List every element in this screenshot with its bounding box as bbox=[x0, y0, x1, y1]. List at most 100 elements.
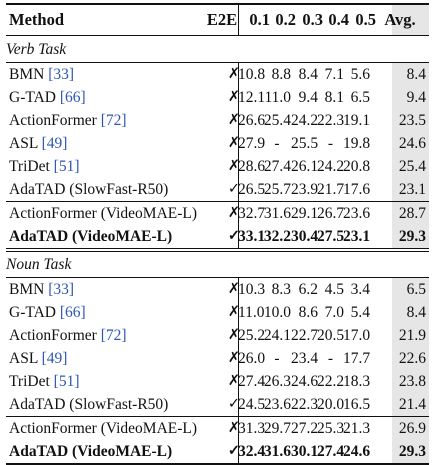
table-row: TriDet [51] ✗ 28.6 27.4 26.1 24.2 20.8 25.4 bbox=[6, 155, 429, 178]
avg-value-text: 21.4 bbox=[398, 396, 426, 413]
method-cell: TriDet [51] bbox=[9, 155, 79, 178]
map-value-4: 8.1 bbox=[324, 89, 344, 106]
avg-column-shade bbox=[392, 324, 429, 347]
table-row: BMN [33] ✗ 10.3 8.3 6.2 4.5 3.4 6.5 bbox=[6, 278, 429, 301]
map-value-4: 27.4 bbox=[317, 443, 345, 460]
map-value-2: 8.8 bbox=[271, 66, 291, 83]
map-value-5: 5.4 bbox=[350, 304, 370, 321]
map-value-2: 24.1 bbox=[263, 327, 291, 344]
avg-column-shade bbox=[392, 63, 429, 86]
method-name: AdaTAD (VideoMAE-L) bbox=[9, 443, 173, 460]
e2e-mark: ✗ bbox=[227, 205, 241, 221]
map-value-1: 26.5 bbox=[238, 181, 266, 198]
map-value-2: - bbox=[274, 350, 280, 367]
rule-line bbox=[6, 463, 429, 465]
map-value-4: 22.3 bbox=[317, 112, 345, 129]
map-value-2: 29.7 bbox=[263, 420, 291, 437]
method-cell: ActionFormer [72] bbox=[9, 109, 127, 132]
map-value-5: 17.0 bbox=[343, 327, 371, 344]
map-value-5: 23.1 bbox=[343, 228, 371, 245]
method-name: AdaTAD (SlowFast-R50) bbox=[9, 396, 169, 413]
e2e-mark: ✗ bbox=[227, 66, 241, 82]
map-value-4: 24.2 bbox=[317, 158, 345, 175]
avg-value-text: 29.3 bbox=[398, 228, 426, 245]
map-value-3: 22.7 bbox=[291, 327, 319, 344]
rule-line bbox=[6, 277, 429, 278]
map-value-5: 23.6 bbox=[343, 205, 371, 222]
table-row: AdaTAD (VideoMAE-L) ✓ 32.4 31.6 30.1 27.4 24.6… bbox=[6, 440, 429, 463]
avg-column-shade bbox=[392, 178, 429, 201]
avg-value-text: 28.7 bbox=[398, 205, 426, 222]
map-value-4: - bbox=[327, 350, 334, 367]
avg-column-shade bbox=[392, 278, 429, 301]
map-value-3: 30.1 bbox=[291, 443, 319, 460]
citation-link: [51] bbox=[53, 373, 80, 390]
map-value-3: 24.2 bbox=[291, 112, 319, 129]
method-cell: AdaTAD (SlowFast-R50) bbox=[9, 393, 168, 416]
table-row: G-TAD [66] ✗ 12.1 11.0 9.4 8.1 6.5 9.4 bbox=[6, 86, 429, 109]
method-name: G-TAD bbox=[9, 304, 56, 321]
map-value-3: 22.3 bbox=[291, 396, 319, 413]
e2e-mark: ✓ bbox=[227, 228, 241, 244]
table-row: AdaTAD (SlowFast-R50) ✓ 24.5 23.6 22.3 20.0 16… bbox=[6, 393, 429, 416]
map-value-1: 26.6 bbox=[238, 112, 266, 129]
e2e-mark: ✗ bbox=[227, 373, 241, 389]
citation-link: [33] bbox=[48, 281, 75, 298]
avg-value-text: 23.8 bbox=[398, 373, 426, 390]
method-cell: ASL [49] bbox=[9, 132, 67, 155]
method-name: AdaTAD (SlowFast-R50) bbox=[9, 181, 169, 198]
map-value-1: 25.2 bbox=[238, 327, 266, 344]
avg-value-text: 21.9 bbox=[398, 327, 426, 344]
map-value-2: 10.0 bbox=[263, 304, 291, 321]
table-row: AdaTAD (VideoMAE-L) ✓ 33.1 32.2 30.4 27.5 23.1… bbox=[6, 225, 429, 248]
header-iou-4: 0.4 bbox=[328, 10, 349, 29]
method-cell: ASL [49] bbox=[9, 347, 67, 370]
method-cell: G-TAD [66] bbox=[9, 301, 86, 324]
header-avg-label: Avg. bbox=[384, 10, 416, 29]
avg-value-text: 25.4 bbox=[398, 158, 426, 175]
map-value-1: 27.9 bbox=[238, 135, 266, 152]
map-value-5: 24.6 bbox=[343, 443, 371, 460]
rule-line bbox=[6, 201, 429, 202]
map-value-4: 21.7 bbox=[317, 181, 345, 198]
avg-column-shade bbox=[392, 155, 429, 178]
table-row: ASL [49] ✗ 27.9-25.5-19.8 24.6 bbox=[6, 132, 429, 155]
e2e-mark: ✗ bbox=[227, 304, 241, 320]
map-value-3: 23.4 bbox=[291, 350, 319, 367]
map-value-2: 25.4 bbox=[263, 112, 291, 129]
header-iou-1: 0.1 bbox=[249, 10, 270, 29]
map-value-3: 26.1 bbox=[291, 158, 319, 175]
e2e-mark: ✗ bbox=[227, 327, 241, 343]
map-value-2: 23.6 bbox=[263, 396, 291, 413]
method-name: ActionFormer bbox=[9, 327, 97, 344]
map-value-4: 25.3 bbox=[317, 420, 345, 437]
method-name: ActionFormer bbox=[9, 112, 97, 129]
header-iou-5: 0.5 bbox=[355, 10, 376, 29]
e2e-mark: ✓ bbox=[227, 181, 241, 197]
table-row: BMN [33] ✗ 10.8 8.8 8.4 7.1 5.6 8.4 bbox=[6, 63, 429, 86]
rule-line bbox=[6, 62, 429, 63]
map-value-1: 32.7 bbox=[238, 205, 266, 222]
table-row: AdaTAD (SlowFast-R50) ✓ 26.5 25.7 23.9 21.7 17… bbox=[6, 178, 429, 201]
map-value-1: 31.3 bbox=[238, 420, 266, 437]
method-name: ActionFormer (VideoMAE-L) bbox=[9, 420, 198, 437]
avg-value-text: 8.4 bbox=[406, 304, 426, 321]
header-e2e: E2E bbox=[206, 10, 238, 29]
avg-value-text: 23.5 bbox=[398, 112, 426, 129]
method-name: ASL bbox=[9, 135, 38, 152]
map-value-4: 26.7 bbox=[317, 205, 345, 222]
map-value-5: 19.8 bbox=[343, 135, 371, 152]
section-title: Noun Task bbox=[6, 256, 72, 273]
map-value-1: 28.6 bbox=[238, 158, 266, 175]
method-cell: G-TAD [66] bbox=[9, 86, 86, 109]
map-value-5: 5.6 bbox=[350, 66, 370, 83]
map-value-4: 20.0 bbox=[317, 396, 345, 413]
citation-link: [51] bbox=[53, 158, 80, 175]
table-row: ActionFormer (VideoMAE-L) ✗ 31.3 29.7 27.2 25… bbox=[6, 417, 429, 440]
citation-link: [49] bbox=[41, 135, 68, 152]
avg-value-text: 8.4 bbox=[406, 66, 426, 83]
method-name: ASL bbox=[9, 350, 38, 367]
e2e-mark: ✗ bbox=[227, 89, 241, 105]
table-row: G-TAD [66] ✗ 11.0 10.0 8.6 7.0 5.4 8.4 bbox=[6, 301, 429, 324]
e2e-mark: ✗ bbox=[227, 158, 241, 174]
